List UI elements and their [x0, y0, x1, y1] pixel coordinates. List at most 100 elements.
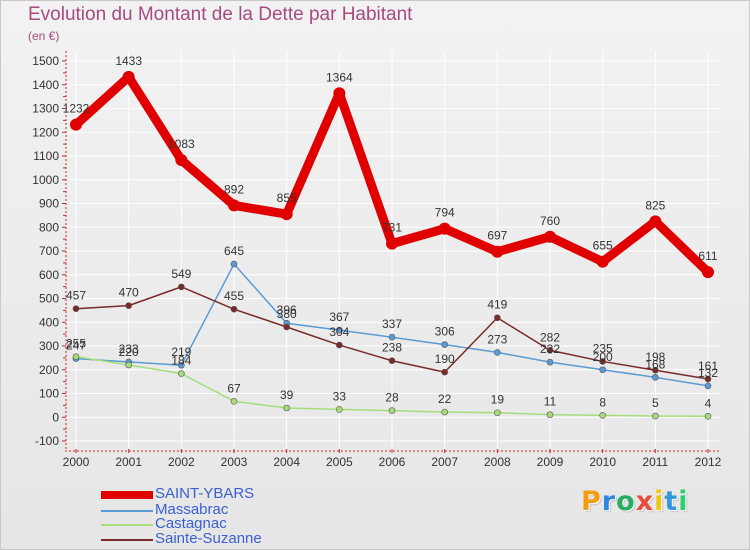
data-point [333, 87, 346, 100]
y-tick-label: 1100 [33, 149, 59, 163]
x-tick-label: 2008 [484, 455, 511, 469]
legend-swatch-castagnac [101, 524, 153, 526]
data-point [336, 326, 343, 334]
chart-subtitle: (en €) [28, 29, 60, 43]
data-point [122, 70, 135, 83]
y-tick-label: 1200 [32, 125, 59, 139]
data-label: 219 [171, 345, 191, 359]
data-label: 22 [438, 392, 452, 406]
data-point [652, 412, 659, 420]
data-label: 367 [329, 310, 349, 324]
data-label: 337 [382, 317, 402, 331]
y-tick-label: 1400 [32, 78, 59, 92]
y-tick-label: 700 [39, 244, 59, 258]
data-point [178, 361, 185, 369]
data-label: 184 [171, 354, 191, 368]
data-point [704, 382, 712, 390]
data-label: 11 [544, 395, 557, 409]
data-label: 190 [435, 352, 455, 366]
data-point [125, 302, 132, 309]
logo-letter: o [616, 486, 636, 517]
y-tick-label: 1500 [32, 54, 59, 68]
y-tick-label: 0 [52, 410, 59, 424]
data-label: 892 [224, 182, 244, 196]
x-tick-label: 2007 [431, 455, 458, 469]
x-tick-label: 2002 [168, 455, 195, 469]
data-label: 380 [277, 307, 297, 321]
legend-label: Massabrac [155, 501, 229, 518]
data-point [494, 349, 501, 356]
data-point [599, 366, 606, 374]
data-label: 198 [645, 350, 665, 364]
data-label: 39 [280, 388, 294, 402]
data-point [228, 199, 240, 212]
data-label: 794 [435, 206, 455, 220]
y-tick-label: 300 [39, 339, 59, 353]
y-tick-label: -100 [35, 434, 59, 448]
data-label: 306 [435, 325, 455, 339]
data-point [280, 208, 293, 221]
data-label: 760 [540, 214, 560, 228]
legend-swatch-sainte-suzanne [101, 539, 153, 541]
chart-title: Evolution du Montant de la Dette par Hab… [28, 4, 413, 25]
data-point [388, 333, 396, 341]
x-tick-label: 2010 [589, 455, 616, 469]
logo-letter: i [678, 486, 689, 517]
data-label: 645 [224, 244, 244, 258]
data-label: 200 [593, 350, 613, 364]
data-point [441, 341, 448, 348]
logo-letter: t [664, 486, 679, 517]
logo-letter: i [654, 486, 665, 517]
data-point [596, 255, 609, 268]
data-point [178, 283, 185, 291]
data-label: 457 [66, 289, 86, 303]
data-point [652, 366, 659, 374]
data-label: 132 [698, 366, 718, 380]
data-label: 5 [652, 396, 659, 410]
data-point [336, 406, 343, 413]
data-point [544, 230, 556, 243]
data-label: 232 [540, 342, 560, 356]
data-label: 1364 [326, 70, 353, 84]
x-tick-label: 2001 [115, 455, 142, 469]
data-label: 235 [593, 341, 613, 355]
data-label: 247 [66, 339, 86, 353]
x-tick-label: 2003 [221, 455, 248, 469]
data-point [230, 398, 238, 405]
data-point [388, 357, 396, 365]
data-label: 1433 [115, 54, 142, 68]
data-label: 168 [645, 357, 665, 371]
x-tick-label: 2006 [379, 455, 406, 469]
data-point [125, 361, 132, 369]
data-label: 304 [329, 325, 349, 339]
y-tick-label: 200 [39, 363, 59, 377]
data-label: 67 [227, 381, 241, 395]
data-point [546, 411, 554, 418]
x-tick-label: 2004 [273, 455, 300, 469]
data-point [546, 346, 554, 354]
legend-label: Castagnac [155, 515, 227, 532]
legend-label: SAINT-YBARS [155, 485, 255, 502]
data-point [599, 358, 606, 365]
data-point [704, 412, 712, 420]
data-point [70, 118, 82, 131]
data-point [494, 409, 501, 417]
x-tick-label: 2005 [326, 455, 353, 469]
data-point [178, 370, 185, 377]
x-tick-label: 2012 [695, 455, 722, 469]
y-tick-label: 600 [39, 268, 59, 282]
data-point [599, 412, 606, 419]
data-label: 455 [224, 289, 244, 303]
data-point [230, 305, 238, 313]
data-label: 273 [487, 332, 507, 346]
data-label: 549 [171, 267, 191, 281]
data-point [72, 353, 80, 360]
data-label: 33 [333, 389, 347, 403]
data-label: 282 [540, 330, 560, 344]
data-point [652, 374, 659, 381]
data-point [386, 237, 398, 250]
data-point [336, 341, 343, 349]
data-point [283, 323, 290, 331]
data-point [702, 266, 714, 279]
